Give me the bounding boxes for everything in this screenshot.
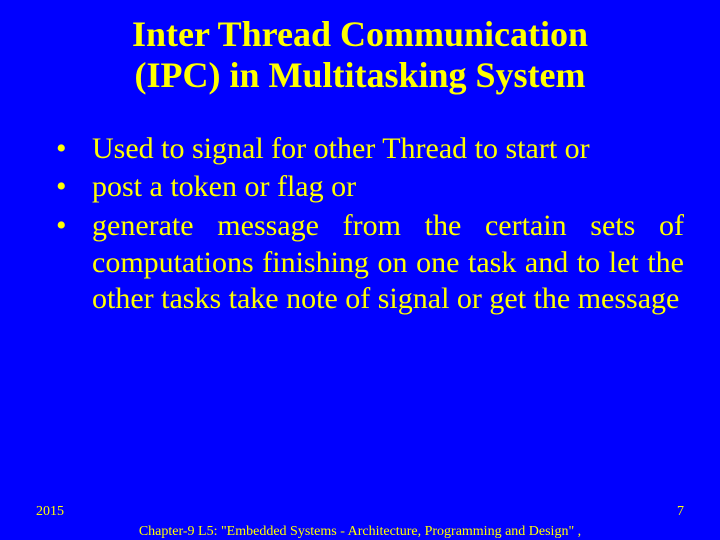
bullet-text: generate message from the certain sets o…: [92, 209, 684, 315]
bullet-list: Used to signal for other Thread to start…: [36, 131, 684, 318]
slide: Inter Thread Communication (IPC) in Mult…: [0, 0, 720, 540]
title-line-2: (IPC) in Multitasking System: [134, 55, 585, 95]
footer-citation: Chapter-9 L5: "Embedded Systems - Archit…: [110, 524, 610, 540]
footer-line-1: Chapter-9 L5: "Embedded Systems - Archit…: [139, 524, 581, 539]
title-line-1: Inter Thread Communication: [132, 14, 588, 54]
slide-title: Inter Thread Communication (IPC) in Mult…: [36, 14, 684, 97]
footer-year: 2015: [36, 504, 64, 520]
bullet-text: Used to signal for other Thread to start…: [92, 132, 590, 165]
list-item: post a token or flag or: [48, 169, 684, 206]
list-item: Used to signal for other Thread to start…: [48, 131, 684, 168]
bullet-text: post a token or flag or: [92, 170, 356, 203]
list-item: generate message from the certain sets o…: [48, 208, 684, 318]
footer-page-number: 7: [677, 504, 684, 520]
